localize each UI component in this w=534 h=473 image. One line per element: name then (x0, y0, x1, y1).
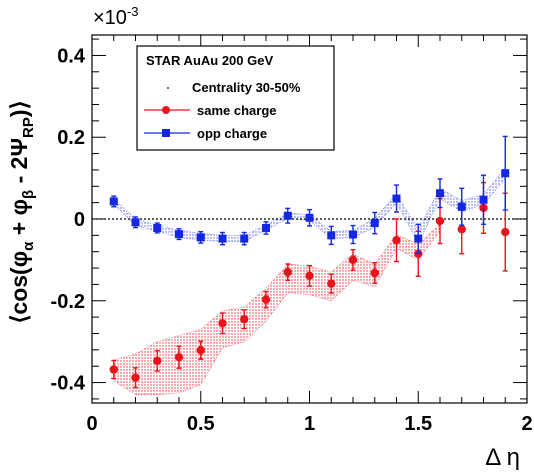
point-opp-charge (414, 234, 423, 243)
point-same-charge (196, 346, 205, 355)
point-same-charge (435, 216, 445, 226)
band-opp-charge (113, 167, 506, 245)
point-same-charge (131, 373, 140, 382)
point-same-charge (153, 356, 162, 366)
point-same-charge (501, 227, 510, 237)
point-same-charge (348, 255, 358, 265)
legend-marker-same-charge (144, 106, 190, 114)
point-opp-charge (109, 197, 118, 206)
x-axis-title: Δ η (485, 444, 520, 471)
point-opp-charge (501, 169, 510, 178)
point-opp-charge (479, 195, 488, 204)
point-same-charge (218, 319, 227, 328)
y-tick-label: -0.4 (51, 373, 86, 395)
y-tick-label: 0.2 (57, 127, 85, 149)
exponent-power: -3 (127, 4, 139, 19)
point-same-charge (392, 236, 401, 245)
point-same-charge (261, 295, 271, 304)
x-tick-label: 2 (521, 413, 532, 435)
y-tick-label: -0.2 (51, 291, 85, 313)
point-opp-charge (349, 230, 357, 239)
point-opp-charge (436, 189, 444, 198)
y-tick-label: 0.4 (57, 45, 86, 67)
point-same-charge (109, 365, 118, 374)
point-same-charge (457, 225, 466, 234)
point-opp-charge (305, 213, 314, 222)
legend-marker-opp-charge (144, 129, 190, 137)
point-opp-charge (457, 202, 466, 211)
point-opp-charge (175, 230, 183, 239)
point-same-charge (305, 271, 314, 281)
band-same-charge (113, 223, 441, 396)
x-tick-label: 0 (86, 413, 97, 435)
legend-label-centrality: Centrality 30-50% (192, 80, 301, 95)
point-same-charge (370, 268, 379, 278)
point-same-charge (414, 249, 423, 258)
point-same-charge (283, 267, 292, 277)
point-opp-charge (392, 194, 401, 203)
exponent-label: ×10-3 (93, 4, 139, 29)
point-same-charge (327, 279, 336, 288)
x-tick-label: 0.5 (187, 413, 215, 435)
point-opp-charge (327, 231, 336, 240)
x-tick-label: 1 (304, 413, 315, 435)
point-opp-charge (370, 219, 379, 228)
legend-label-opp-charge: opp charge (197, 126, 267, 141)
point-opp-charge (283, 211, 292, 220)
point-opp-charge (131, 218, 140, 227)
point-opp-charge (240, 234, 249, 243)
legend: STAR AuAu 200 GeV Centrality 30-50% same… (136, 45, 335, 151)
point-opp-charge (218, 234, 227, 243)
point-same-charge (174, 353, 184, 362)
point-opp-charge (153, 223, 162, 232)
y-axis-title: ⟨cos(φα + φβ - 2ΨRP)⟩ (6, 100, 37, 323)
x-tick-label: 1.5 (404, 413, 432, 435)
point-opp-charge (262, 223, 270, 232)
legend-title: STAR AuAu 200 GeV (146, 53, 273, 68)
y-tick-label: 0 (74, 209, 85, 231)
legend-label-same-charge: same charge (197, 103, 277, 118)
point-opp-charge (196, 233, 205, 242)
point-same-charge (240, 314, 249, 324)
legend-marker-centrality (167, 87, 169, 89)
